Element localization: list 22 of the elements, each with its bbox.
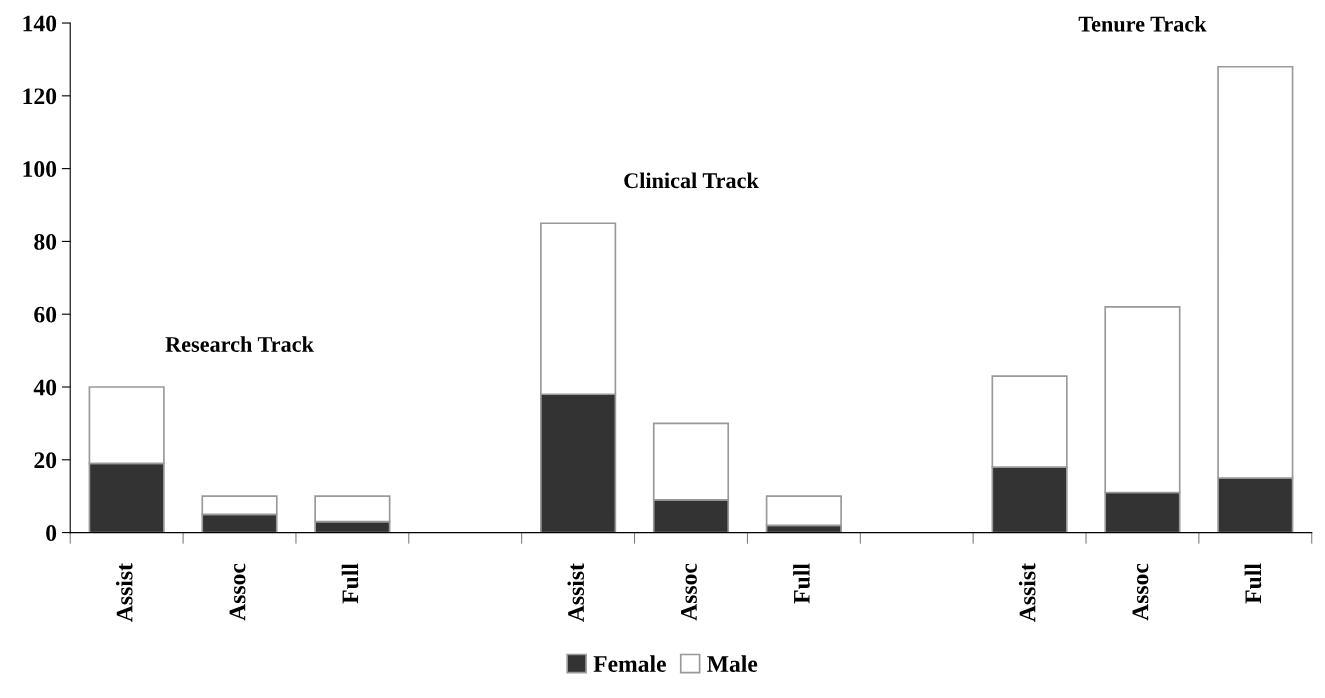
- y-tick-label: 80: [34, 233, 57, 250]
- x-tick-label: Assoc: [229, 563, 246, 621]
- annotation: Research Track: [165, 336, 314, 352]
- annotation: Tenure Track: [1078, 16, 1207, 32]
- y-tick-label: 0: [46, 525, 57, 541]
- x-tick-label: Assoc: [1132, 563, 1149, 621]
- x-tick-label: Assoc: [681, 563, 697, 621]
- x-tick-label: Full: [793, 563, 810, 604]
- x-tick-label: Assist: [1018, 563, 1036, 622]
- legend-label: Female: [593, 655, 666, 672]
- y-tick-label: 120: [23, 88, 57, 105]
- x-tick-label: Assist: [567, 563, 585, 622]
- x-tick-label: Full: [341, 563, 359, 604]
- y-tick-label: 60: [34, 306, 57, 323]
- x-tick-label: Assist: [115, 563, 133, 622]
- legend-label: Male: [707, 655, 758, 672]
- y-tick-label: 100: [23, 161, 57, 178]
- annotation: Clinical Track: [624, 172, 759, 189]
- y-tick-label: 40: [33, 379, 57, 396]
- y-tick-label: 20: [34, 452, 57, 469]
- y-tick-label: 140: [23, 15, 57, 32]
- x-tick-label: Full: [1244, 563, 1262, 604]
